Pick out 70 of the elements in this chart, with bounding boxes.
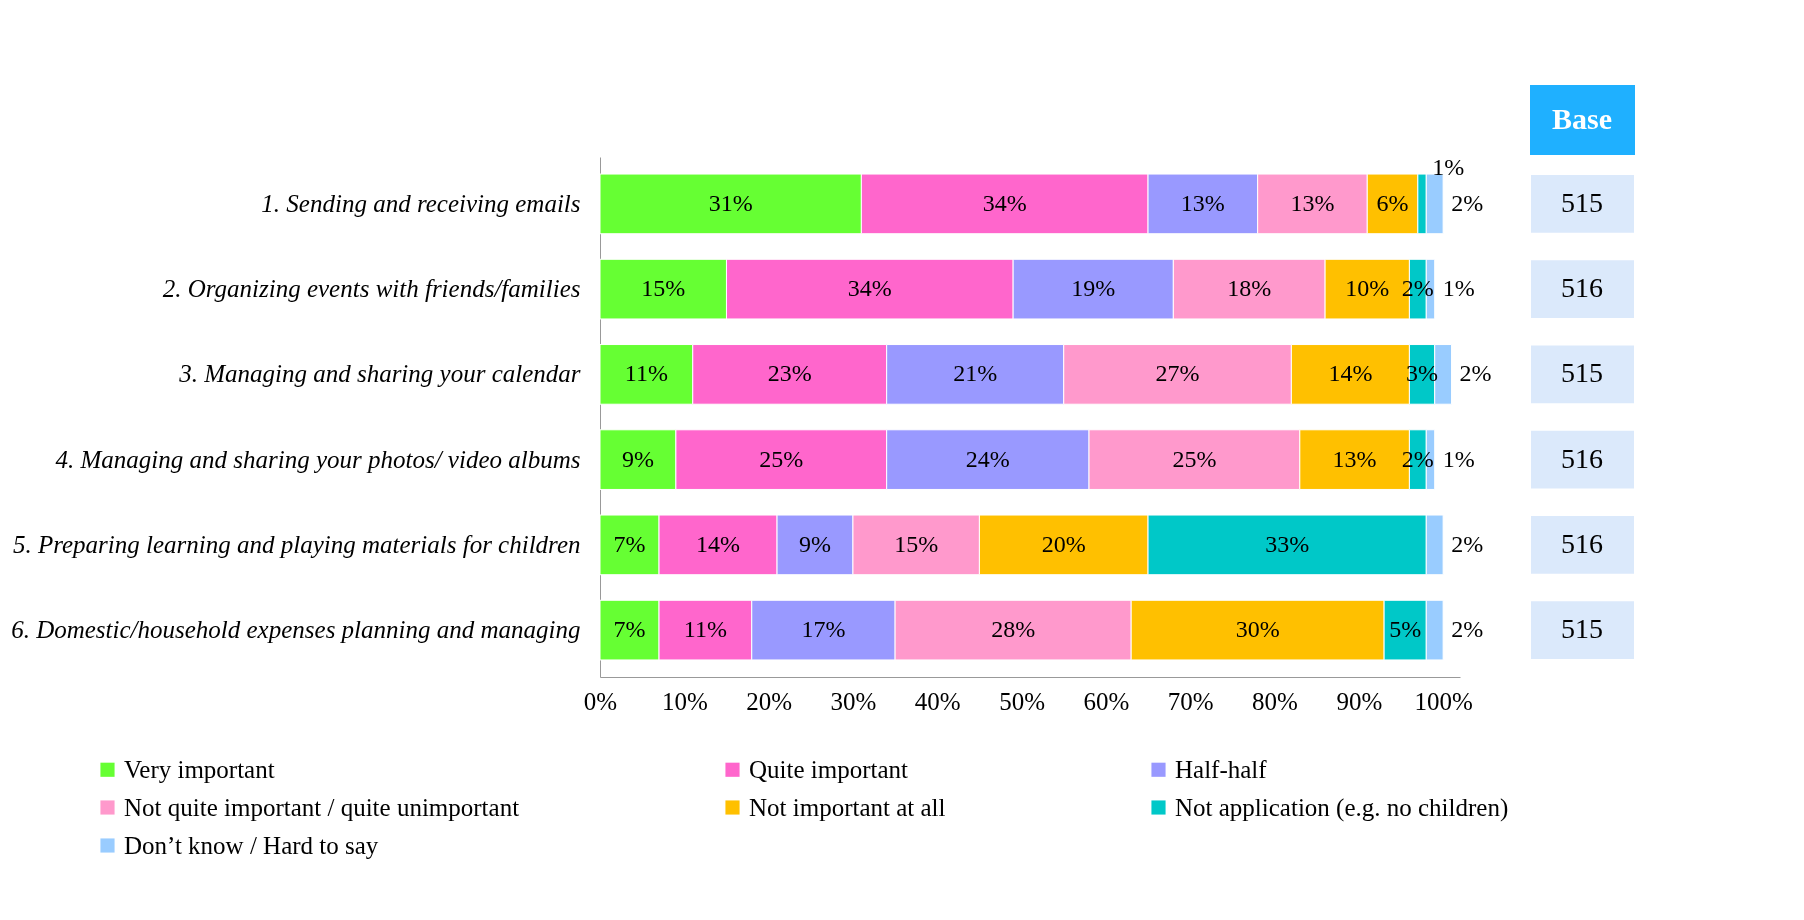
- data-label: 28%: [991, 616, 1036, 643]
- data-label: 1%: [1432, 153, 1465, 180]
- legend-label: Very important: [124, 755, 275, 783]
- x-tick-label: 0%: [583, 687, 618, 715]
- data-label: 7%: [613, 616, 646, 643]
- legend-label: Half-half: [1175, 755, 1268, 783]
- data-label: 10%: [1345, 275, 1390, 302]
- data-label: 9%: [799, 530, 831, 557]
- x-tick-label: 10%: [661, 687, 708, 715]
- legend-label: Don’t know / Hard to say: [124, 831, 379, 859]
- y-tick-label: 1. Sending and receiving emails: [261, 189, 581, 217]
- data-label: 9%: [621, 445, 654, 472]
- data-label: 11%: [624, 360, 668, 387]
- data-label: 13%: [1290, 189, 1335, 216]
- y-tick-label: 6. Domestic/household expenses planning and managing: [11, 616, 581, 644]
- data-label: 27%: [1155, 360, 1200, 387]
- x-tick-label: 60%: [1083, 687, 1130, 715]
- data-label: 14%: [696, 530, 741, 557]
- x-tick-label: 80%: [1252, 687, 1298, 715]
- text: 515: [1561, 613, 1603, 645]
- legend-label: Not quite important / quite unimportant: [124, 793, 520, 821]
- data-label: 24%: [965, 445, 1010, 472]
- data-label: 1%: [1442, 275, 1475, 302]
- data-label: 2%: [1451, 616, 1484, 643]
- legend-label: Quite important: [749, 755, 909, 783]
- data-label: 7%: [613, 530, 646, 557]
- data-label: 2%: [1451, 189, 1484, 216]
- text: 516: [1561, 272, 1603, 304]
- y-tick-label: 3. Managing and sharing your calendar: [178, 360, 581, 388]
- data-label: 20%: [1041, 530, 1086, 557]
- data-label: 17%: [801, 616, 846, 643]
- data-label: 2%: [1459, 360, 1492, 387]
- data-label: 18%: [1227, 275, 1272, 302]
- data-label: 33%: [1265, 530, 1310, 557]
- data-label: 30%: [1235, 616, 1280, 643]
- data-label: 14%: [1328, 360, 1373, 387]
- text: Base: [1552, 102, 1612, 135]
- data-label: 15%: [894, 530, 939, 557]
- data-label: 25%: [1172, 445, 1217, 472]
- data-label: 15%: [641, 275, 686, 302]
- x-tick-label: 50%: [999, 687, 1045, 715]
- data-label: 6%: [1376, 189, 1409, 216]
- x-tick-label: 90%: [1336, 687, 1383, 715]
- x-tick-label: 30%: [830, 687, 877, 715]
- y-tick-label: 5. Preparing learning and playing materials for children: [12, 530, 581, 558]
- data-label: 13%: [1332, 445, 1377, 472]
- data-label: 1%: [1442, 445, 1475, 472]
- text: 515: [1561, 357, 1603, 389]
- text: 516: [1561, 527, 1603, 559]
- data-label: 2%: [1451, 530, 1484, 557]
- data-label: 34%: [847, 275, 892, 302]
- data-label: 23%: [767, 360, 812, 387]
- x-tick-label: 40%: [914, 687, 961, 715]
- x-tick-label: 20%: [746, 687, 793, 715]
- legend-label: Not application (e.g. no children): [1175, 793, 1509, 822]
- x-tick-label: 100%: [1414, 687, 1473, 715]
- data-label: 13%: [1180, 189, 1225, 216]
- data-label: 21%: [953, 360, 998, 387]
- text: 516: [1561, 442, 1603, 474]
- data-label: 25%: [759, 445, 804, 472]
- legend-label: Not important at all: [749, 793, 946, 821]
- x-tick-label: 70%: [1167, 687, 1214, 715]
- data-label: 19%: [1071, 275, 1116, 302]
- text: 515: [1561, 186, 1603, 218]
- data-label: 34%: [982, 189, 1027, 216]
- data-label: 31%: [708, 189, 753, 216]
- data-label: 5%: [1389, 616, 1422, 643]
- data-label: 11%: [683, 616, 727, 643]
- y-tick-label: 2. Organizing events with friends/families: [162, 275, 581, 303]
- y-tick-label: 4. Managing and sharing your photos/ video albums: [55, 445, 581, 473]
